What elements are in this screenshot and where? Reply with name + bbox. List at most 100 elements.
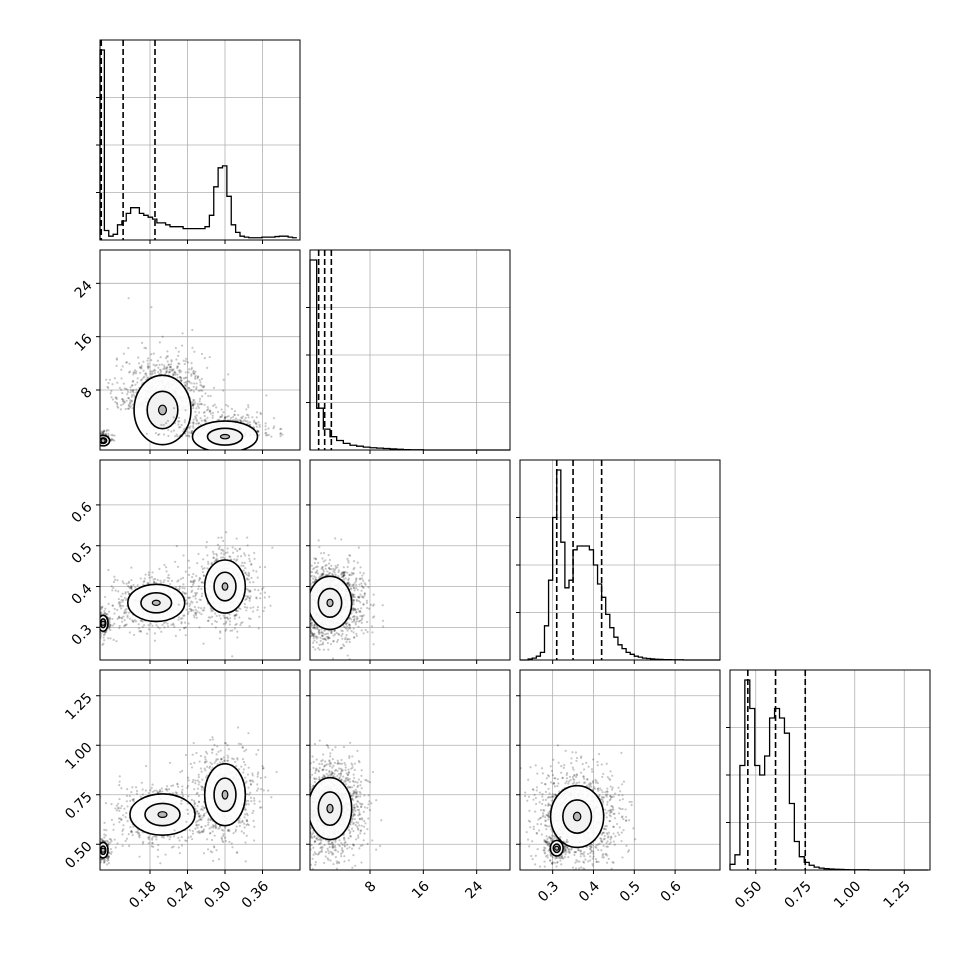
scatter-point xyxy=(196,405,199,408)
scatter-point xyxy=(163,579,166,582)
scatter-point xyxy=(190,382,193,385)
scatter-point xyxy=(163,563,166,567)
scatter-point xyxy=(182,359,185,362)
scatter-point xyxy=(348,624,352,627)
scatter-point xyxy=(188,607,191,610)
scatter-point xyxy=(111,398,115,401)
scatter-point xyxy=(97,849,99,851)
scatter-point xyxy=(108,625,111,628)
scatter-point xyxy=(165,369,168,372)
scatter-point xyxy=(243,552,246,555)
scatter-point xyxy=(111,589,114,592)
scatter-point xyxy=(318,643,321,646)
scatter-point xyxy=(241,621,244,624)
contour-core xyxy=(221,582,229,591)
scatter-point xyxy=(206,838,209,841)
scatter-point xyxy=(215,753,218,756)
scatter-point xyxy=(244,763,247,766)
scatter-point xyxy=(151,624,154,627)
scatter-point xyxy=(195,414,198,417)
scatter-point xyxy=(229,629,232,632)
scatter-point xyxy=(194,612,197,615)
scatter-point xyxy=(221,413,224,417)
scatter-point xyxy=(228,613,231,616)
scatter-point xyxy=(307,610,309,612)
scatter-point xyxy=(230,416,233,419)
scatter-point xyxy=(219,630,222,633)
scatter-point xyxy=(220,548,223,551)
scatter-point xyxy=(195,386,198,389)
scatter-point xyxy=(172,372,175,375)
scatter-point xyxy=(136,381,139,384)
scatter-point xyxy=(257,771,260,774)
scatter-point xyxy=(346,654,349,657)
scatter-point xyxy=(371,631,374,634)
scatter-point xyxy=(191,328,194,332)
scatter-point xyxy=(101,432,105,435)
scatter-point xyxy=(171,622,175,625)
scatter-point xyxy=(196,787,200,790)
histogram-bin xyxy=(565,588,569,660)
scatter-point xyxy=(117,807,120,810)
scatter-point xyxy=(240,416,243,419)
scatter-point xyxy=(237,413,240,417)
scatter-point xyxy=(117,590,120,593)
scatter-point xyxy=(260,588,264,591)
scatter-point xyxy=(126,614,129,617)
scatter-point xyxy=(199,598,202,602)
scatter-point xyxy=(185,839,188,842)
scatter-point xyxy=(220,536,223,539)
scatter-point xyxy=(302,605,304,607)
scatter-point xyxy=(201,571,204,574)
scatter-point xyxy=(191,430,194,433)
scatter-point xyxy=(162,423,165,427)
scatter-point xyxy=(94,439,96,441)
scatter-point xyxy=(250,562,253,565)
scatter-point xyxy=(253,588,257,591)
scatter-point xyxy=(193,372,196,375)
scatter-point xyxy=(183,381,186,384)
scatter-point xyxy=(247,803,250,806)
scatter-point xyxy=(157,433,160,437)
scatter-point xyxy=(215,849,218,852)
scatter-point xyxy=(192,372,196,375)
scatter-point xyxy=(137,831,141,835)
scatter-point xyxy=(195,612,198,615)
scatter-point xyxy=(178,375,182,379)
scatter-point xyxy=(183,614,186,617)
scatter-point xyxy=(256,783,259,786)
scatter-point xyxy=(235,537,238,540)
scatter-point xyxy=(233,410,237,413)
scatter-point xyxy=(181,769,184,772)
scatter-point xyxy=(171,422,174,425)
scatter-point xyxy=(139,629,142,633)
scatter-point xyxy=(189,835,193,838)
scatter-point xyxy=(117,597,120,601)
scatter-point xyxy=(159,579,162,582)
scatter-point xyxy=(158,790,162,793)
scatter-point xyxy=(194,827,197,830)
histogram-bin xyxy=(223,166,227,240)
scatter-point xyxy=(112,823,115,826)
axes-frame xyxy=(99,669,301,871)
scatter-point xyxy=(196,376,200,379)
scatter-point xyxy=(125,582,128,585)
scatter-point xyxy=(197,552,200,556)
scatter-point xyxy=(96,432,98,434)
scatter-point xyxy=(256,576,259,579)
scatter-point xyxy=(176,365,179,368)
scatter-point xyxy=(304,614,306,616)
scatter-point xyxy=(121,398,124,401)
scatter-point xyxy=(206,567,209,570)
scatter-point xyxy=(141,625,144,629)
scatter-point xyxy=(131,833,134,837)
scatter-point xyxy=(189,596,192,599)
scatter-point xyxy=(340,646,343,650)
scatter-point xyxy=(138,834,141,838)
scatter-point xyxy=(211,830,214,833)
scatter-point xyxy=(107,637,110,640)
scatter-point xyxy=(109,848,112,851)
scatter-point xyxy=(199,818,202,821)
scatter-point xyxy=(245,573,249,576)
